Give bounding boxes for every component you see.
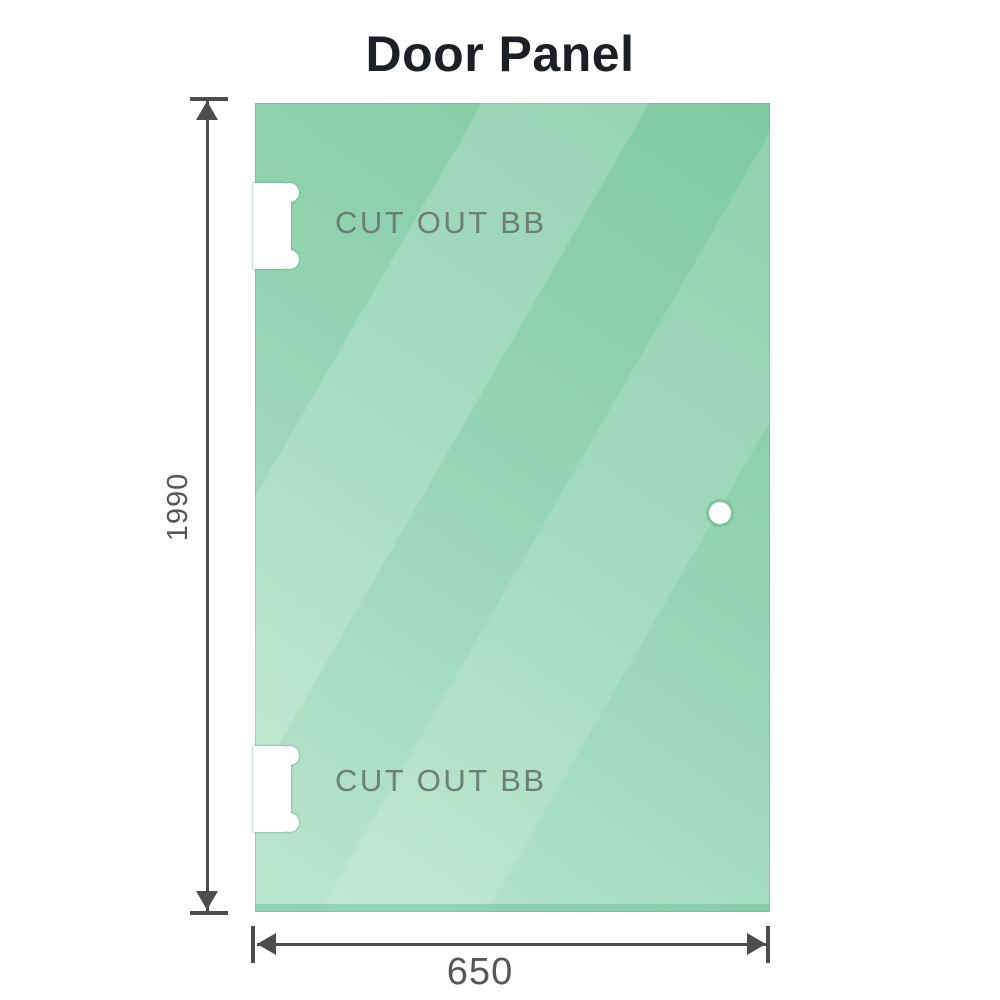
hinge-cutout-top-hole-lower (280, 250, 299, 269)
hinge-cutout-bottom-hole-upper (280, 746, 299, 765)
width-dimension-cap-left (251, 926, 255, 963)
hinge-cutout-bottom-hole-lower (280, 813, 299, 832)
height-dimension-line (206, 101, 209, 912)
hinge-cutout-top-hole-upper (280, 183, 299, 202)
glass-bottom-edge (255, 904, 770, 912)
height-dimension-cap-top (190, 97, 228, 101)
hinge-cutout-top (253, 183, 301, 269)
handle-hole (706, 499, 734, 527)
width-dimension-cap-right (766, 926, 770, 963)
cutout-label-top: CUT OUT BB (335, 205, 547, 240)
height-dimension-cap-bottom (190, 911, 228, 915)
arrowhead-right-icon (747, 933, 766, 955)
glass-panel: CUT OUT BB CUT OUT BB (253, 103, 770, 912)
cutout-label-bottom: CUT OUT BB (335, 763, 547, 798)
page-title: Door Panel (365, 26, 635, 82)
width-dimension-line (257, 943, 768, 946)
hinge-cutout-bottom (253, 746, 301, 832)
arrowhead-up-icon (196, 101, 218, 120)
width-dimension-value: 650 (446, 951, 514, 993)
arrowhead-down-icon (196, 891, 218, 910)
height-dimension-value: 1990 (162, 472, 194, 542)
arrowhead-left-icon (257, 933, 276, 955)
